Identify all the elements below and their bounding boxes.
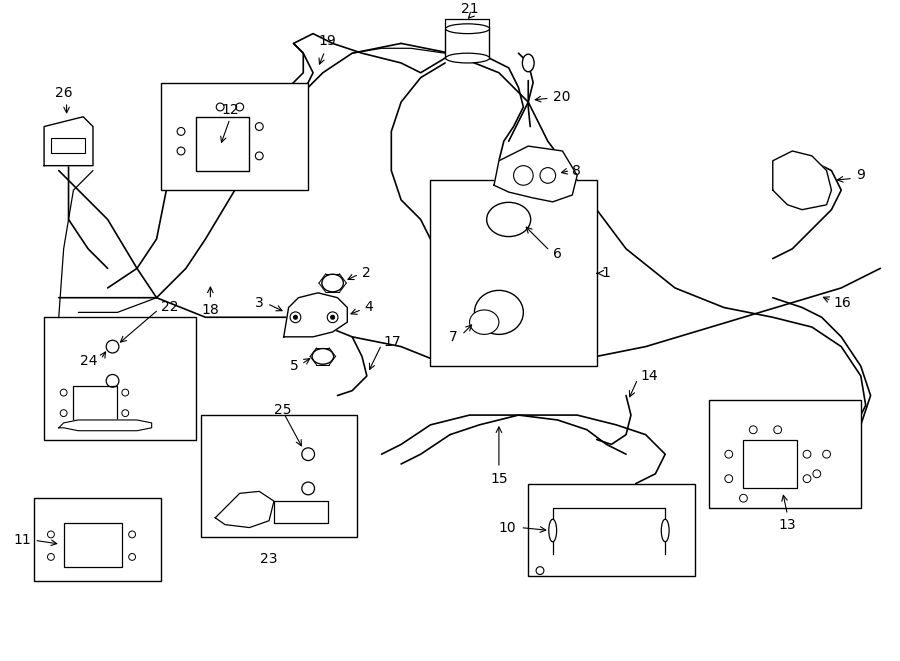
Polygon shape	[773, 151, 832, 210]
Bar	[201, 415, 357, 537]
Circle shape	[293, 315, 297, 319]
Ellipse shape	[549, 520, 556, 542]
Ellipse shape	[522, 54, 534, 72]
Text: 23: 23	[260, 552, 278, 566]
Text: 3: 3	[256, 295, 265, 309]
Text: 25: 25	[274, 403, 292, 417]
Ellipse shape	[662, 520, 669, 542]
Bar	[709, 401, 860, 508]
Text: 26: 26	[55, 86, 73, 100]
Polygon shape	[494, 146, 577, 202]
Text: 4: 4	[364, 301, 373, 315]
Ellipse shape	[487, 202, 531, 237]
Text: 15: 15	[491, 472, 508, 486]
Text: 22: 22	[161, 301, 179, 315]
Ellipse shape	[446, 24, 490, 34]
Text: 14: 14	[641, 369, 659, 383]
Text: 24: 24	[80, 354, 98, 368]
Ellipse shape	[474, 290, 524, 334]
Text: 12: 12	[221, 102, 239, 117]
Text: 2: 2	[362, 266, 371, 280]
Polygon shape	[215, 491, 274, 527]
Text: 19: 19	[319, 34, 337, 48]
Bar	[430, 180, 597, 366]
Text: 18: 18	[202, 303, 220, 317]
Text: 17: 17	[383, 334, 401, 349]
Ellipse shape	[446, 53, 490, 63]
Bar	[274, 501, 328, 523]
Text: 11: 11	[14, 533, 32, 547]
Circle shape	[330, 315, 335, 319]
Text: 8: 8	[572, 163, 581, 178]
Text: 6: 6	[553, 247, 562, 260]
Text: 9: 9	[856, 169, 865, 182]
Bar	[528, 484, 695, 576]
Text: 10: 10	[499, 521, 517, 535]
Ellipse shape	[470, 310, 499, 334]
Bar	[44, 317, 195, 440]
Bar	[161, 83, 308, 190]
Bar	[34, 498, 161, 582]
Bar	[64, 523, 122, 566]
Text: 20: 20	[553, 90, 571, 104]
Text: 16: 16	[833, 295, 851, 309]
Ellipse shape	[322, 274, 344, 292]
Polygon shape	[44, 117, 93, 166]
Polygon shape	[58, 420, 152, 431]
Bar	[74, 386, 117, 420]
Text: 21: 21	[461, 2, 479, 16]
Text: 13: 13	[778, 518, 796, 532]
Bar	[446, 28, 489, 58]
Bar	[195, 117, 249, 171]
Text: 5: 5	[290, 359, 299, 373]
Text: 1: 1	[601, 266, 610, 280]
Bar	[51, 138, 86, 153]
Bar	[743, 440, 797, 488]
Text: 7: 7	[449, 330, 458, 344]
Ellipse shape	[312, 348, 334, 364]
Polygon shape	[284, 293, 347, 337]
